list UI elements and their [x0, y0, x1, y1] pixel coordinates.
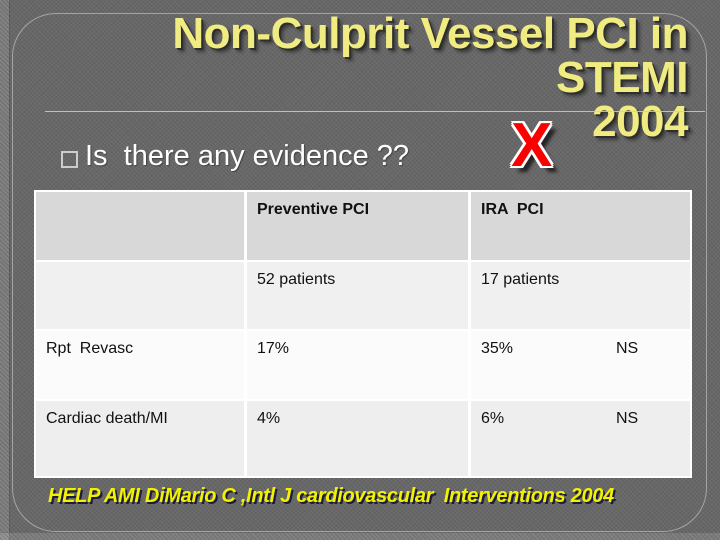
results-table: Preventive PCI IRA PCI 52 patients 17 pa…: [34, 190, 692, 478]
ira-value-cell: 6% NS: [471, 401, 690, 476]
preventive-value-cell: 4%: [247, 401, 468, 476]
row-label-cell: Rpt Revasc: [36, 331, 244, 399]
header-ira-pci: IRA PCI: [471, 192, 690, 260]
header-empty-cell: [36, 192, 244, 260]
bullet-line: Is there any evidence ??: [61, 138, 409, 174]
preventive-value-cell: 52 patients: [247, 262, 468, 329]
significance-cell: NS: [616, 410, 639, 427]
row-label-cell: [36, 262, 244, 329]
title-line-1: Non-Culprit Vessel PCI in STEMI: [172, 9, 688, 102]
title-line-2: 2004: [592, 97, 688, 146]
bullet-text: Is there any evidence ??: [85, 139, 410, 172]
header-preventive-pci: Preventive PCI: [247, 192, 468, 260]
preventive-value-cell: 17%: [247, 331, 468, 399]
red-x-mark: X: [511, 111, 553, 180]
citation-text: HELP AMI DiMario C ,Intl J cardiovascula…: [48, 485, 614, 507]
title-underline-rule: [45, 111, 705, 112]
significance-cell: NS: [616, 340, 639, 357]
row-label-cell: Cardiac death/MI: [36, 401, 244, 476]
square-bullet-icon: [61, 150, 78, 168]
slide-title: Non-Culprit Vessel PCI in STEMI 2004: [40, 12, 688, 144]
ira-value-cell: 17 patients: [471, 262, 690, 329]
left-accent-bar: [0, 0, 10, 540]
bottom-accent-bar: [0, 532, 720, 540]
ira-value-cell: 35% NS: [471, 331, 690, 399]
